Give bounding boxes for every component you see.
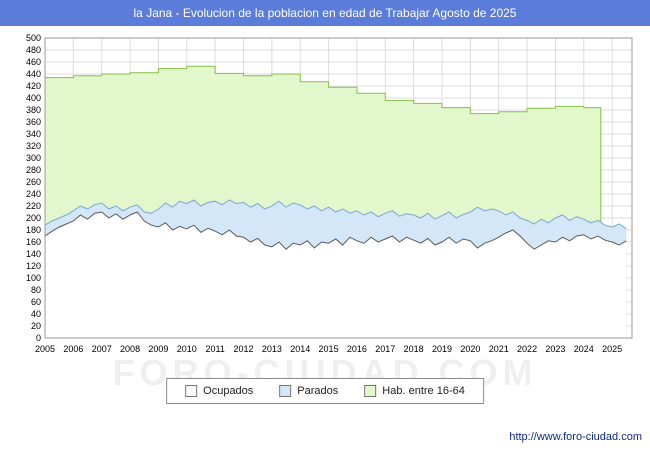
ocupados-line xyxy=(44,211,627,250)
svg-text:2014: 2014 xyxy=(290,344,310,354)
parados-line xyxy=(44,199,627,230)
svg-text:340: 340 xyxy=(26,129,41,139)
svg-text:0: 0 xyxy=(36,333,41,343)
svg-text:160: 160 xyxy=(26,237,41,247)
svg-text:2023: 2023 xyxy=(545,344,565,354)
svg-text:2025: 2025 xyxy=(602,344,622,354)
svg-text:2011: 2011 xyxy=(205,344,224,354)
svg-text:40: 40 xyxy=(31,309,41,319)
hab-swatch-icon xyxy=(364,385,377,397)
svg-text:240: 240 xyxy=(26,189,41,199)
parados-swatch-icon xyxy=(279,385,292,397)
svg-text:2022: 2022 xyxy=(517,344,537,354)
svg-text:20: 20 xyxy=(31,321,41,331)
ocupados-area xyxy=(45,212,627,338)
svg-text:400: 400 xyxy=(26,93,41,103)
svg-text:80: 80 xyxy=(31,285,41,295)
svg-text:2017: 2017 xyxy=(375,344,395,354)
svg-text:2021: 2021 xyxy=(489,344,509,354)
svg-text:320: 320 xyxy=(26,141,41,151)
x-axis-labels: 2005 2006 2007 2008 2009 2010 2011 2012 2013 2014… xyxy=(35,344,622,354)
svg-text:480: 480 xyxy=(26,45,41,55)
chart-legend: Ocupados Parados Hab. entre 16-64 xyxy=(166,378,484,404)
svg-text:2015: 2015 xyxy=(319,344,339,354)
legend-item-parados: Parados xyxy=(279,385,338,397)
svg-text:420: 420 xyxy=(26,81,41,91)
svg-text:2009: 2009 xyxy=(148,344,168,354)
svg-text:2010: 2010 xyxy=(177,344,197,354)
svg-text:2005: 2005 xyxy=(35,344,55,354)
svg-text:2016: 2016 xyxy=(347,344,367,354)
svg-text:380: 380 xyxy=(26,105,41,115)
svg-text:440: 440 xyxy=(26,69,41,79)
population-area-chart: 0 20 40 60 80 100 120 140 160 180 200 220 240 260 280 3… xyxy=(26,33,633,354)
svg-text:2007: 2007 xyxy=(92,344,112,354)
y-axis-labels: 0 20 40 60 80 100 120 140 160 180 200 220 240 260 280 3… xyxy=(26,33,41,343)
legend-label-hab: Hab. entre 16-64 xyxy=(382,385,465,397)
title-bar: la Jana - Evolucion de la poblacion en e… xyxy=(0,0,650,26)
legend-item-ocupados: Ocupados xyxy=(185,385,253,397)
svg-text:2006: 2006 xyxy=(63,344,83,354)
plot-border xyxy=(44,37,633,339)
svg-text:300: 300 xyxy=(26,153,41,163)
svg-text:2019: 2019 xyxy=(432,344,452,354)
svg-text:2012: 2012 xyxy=(233,344,253,354)
svg-text:180: 180 xyxy=(26,225,41,235)
svg-text:60: 60 xyxy=(31,297,41,307)
svg-text:360: 360 xyxy=(26,117,41,127)
svg-text:280: 280 xyxy=(26,165,41,175)
svg-text:220: 220 xyxy=(26,201,41,211)
legend-label-ocupados: Ocupados xyxy=(203,385,254,397)
svg-text:460: 460 xyxy=(26,57,41,67)
legend-item-hab: Hab. entre 16-64 xyxy=(364,385,465,397)
page-title: la Jana - Evolucion de la poblacion en e… xyxy=(133,6,517,20)
foro-ciudad-link[interactable]: http://www.foro-ciudad.com xyxy=(509,431,642,443)
svg-text:120: 120 xyxy=(26,261,41,271)
svg-text:2020: 2020 xyxy=(460,344,480,354)
svg-text:2024: 2024 xyxy=(574,344,594,354)
svg-text:2008: 2008 xyxy=(120,344,140,354)
hab-16-64-line xyxy=(45,65,602,338)
svg-text:100: 100 xyxy=(26,273,41,283)
svg-text:2013: 2013 xyxy=(262,344,282,354)
svg-text:140: 140 xyxy=(26,249,41,259)
legend-label-parados: Parados xyxy=(297,385,339,397)
svg-text:2018: 2018 xyxy=(404,344,424,354)
ocupados-swatch-icon xyxy=(185,385,198,397)
svg-text:500: 500 xyxy=(26,33,41,43)
svg-text:200: 200 xyxy=(26,213,41,223)
svg-text:260: 260 xyxy=(26,177,41,187)
